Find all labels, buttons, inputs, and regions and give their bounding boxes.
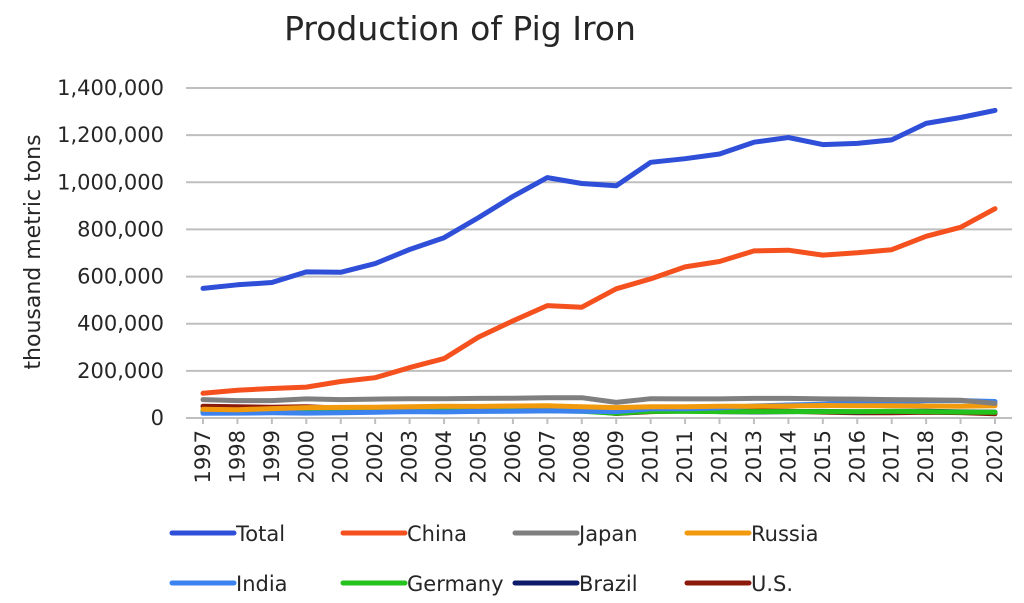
legend-label-total: Total [235,522,285,546]
series-line-total [200,107,998,291]
x-tick-label: 2013 [742,430,766,483]
x-tick-label: 1998 [225,430,249,483]
x-tick-label: 2008 [570,430,594,483]
x-tick-label: 1997 [191,430,215,483]
x-tick-label: 2014 [776,430,800,483]
legend: Total China Japan Russia India Germany Brazil U… [169,522,819,596]
legend-label-u-s: U.S. [751,572,793,596]
x-tick-label: 2015 [811,430,835,483]
y-tick-label: 0 [151,406,164,430]
y-tick-label: 400,000 [77,312,164,336]
legend-label-japan: Japan [577,522,638,546]
x-tick-label: 2012 [708,430,732,483]
series-line-china [200,206,998,396]
x-tick-label: 1999 [260,430,284,483]
y-tick-label: 1,200,000 [57,123,164,147]
y-tick-label: 1,000,000 [57,170,164,194]
series-line-japan [200,395,998,406]
series-line-india [200,398,998,416]
x-tick-label: 2001 [329,430,353,483]
x-tick-label: 2004 [432,430,456,483]
x-tick-label: 2007 [535,430,559,483]
x-tick-label: 2005 [466,430,490,483]
legend-label-germany: Germany [407,572,504,596]
y-axis-label: thousand metric tons [21,134,46,369]
y-tick-label: 600,000 [77,265,164,289]
chart-title: Production of Pig Iron [284,9,636,48]
legend-label-brazil: Brazil [579,572,638,596]
series-lines [200,107,998,417]
y-tick-labels: 0 200,000 400,000 600,000 800,000 1,000,000 1,… [57,76,164,430]
x-tick-label: 2006 [501,430,525,483]
x-tick-label: 2009 [604,430,628,483]
x-tick-label: 2019 [949,430,973,483]
series-line-russia [200,403,998,413]
x-tick-label: 2000 [294,430,318,483]
y-tick-label: 800,000 [77,217,164,241]
legend-label-india: India [236,572,288,596]
x-tick-label: 2017 [880,430,904,483]
grid-layer [186,87,1012,419]
x-tick-label: 2002 [363,430,387,483]
legend-label-russia: Russia [751,522,819,546]
x-tick-label: 2010 [639,430,663,483]
y-tick-label: 1,400,000 [57,76,164,100]
x-tick-labels: 1997 1998 1999 2000 2001 2002 2003 2004 2005 2006… [191,418,1007,483]
x-tick-label: 2020 [983,430,1007,483]
x-tick-label: 2003 [398,430,422,483]
y-tick-label: 200,000 [77,359,164,383]
x-tick-label: 2018 [914,430,938,483]
legend-label-china: China [407,522,467,546]
x-tick-label: 2016 [845,430,869,483]
x-tick-label: 2011 [673,430,697,483]
